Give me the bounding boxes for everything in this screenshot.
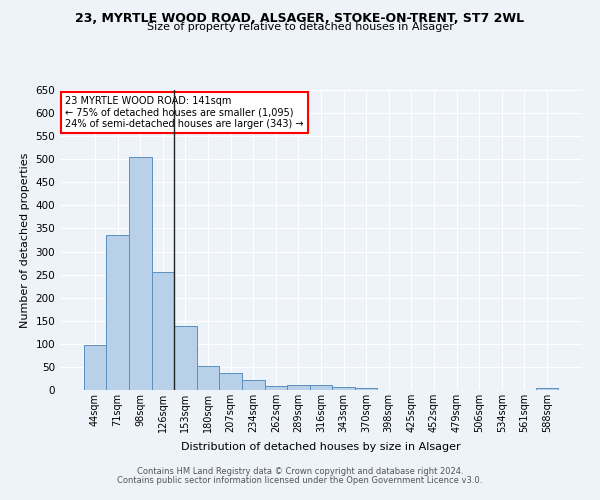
- Text: Contains HM Land Registry data © Crown copyright and database right 2024.: Contains HM Land Registry data © Crown c…: [137, 467, 463, 476]
- Text: 23 MYRTLE WOOD ROAD: 141sqm
← 75% of detached houses are smaller (1,095)
24% of : 23 MYRTLE WOOD ROAD: 141sqm ← 75% of det…: [65, 96, 304, 129]
- Bar: [84, 345, 106, 390]
- Bar: [220, 373, 242, 390]
- Bar: [355, 388, 377, 390]
- Bar: [197, 366, 220, 390]
- Text: Size of property relative to detached houses in Alsager: Size of property relative to detached ho…: [146, 22, 454, 32]
- Text: Distribution of detached houses by size in Alsager: Distribution of detached houses by size …: [181, 442, 461, 452]
- Bar: [265, 386, 287, 390]
- Bar: [174, 326, 197, 390]
- Bar: [332, 387, 355, 390]
- Bar: [129, 157, 152, 390]
- Y-axis label: Number of detached properties: Number of detached properties: [20, 152, 30, 328]
- Bar: [242, 380, 265, 390]
- Bar: [106, 236, 129, 390]
- Bar: [536, 388, 558, 390]
- Text: 23, MYRTLE WOOD ROAD, ALSAGER, STOKE-ON-TRENT, ST7 2WL: 23, MYRTLE WOOD ROAD, ALSAGER, STOKE-ON-…: [76, 12, 524, 26]
- Bar: [152, 272, 174, 390]
- Text: Contains public sector information licensed under the Open Government Licence v3: Contains public sector information licen…: [118, 476, 482, 485]
- Bar: [310, 386, 332, 390]
- Bar: [287, 386, 310, 390]
